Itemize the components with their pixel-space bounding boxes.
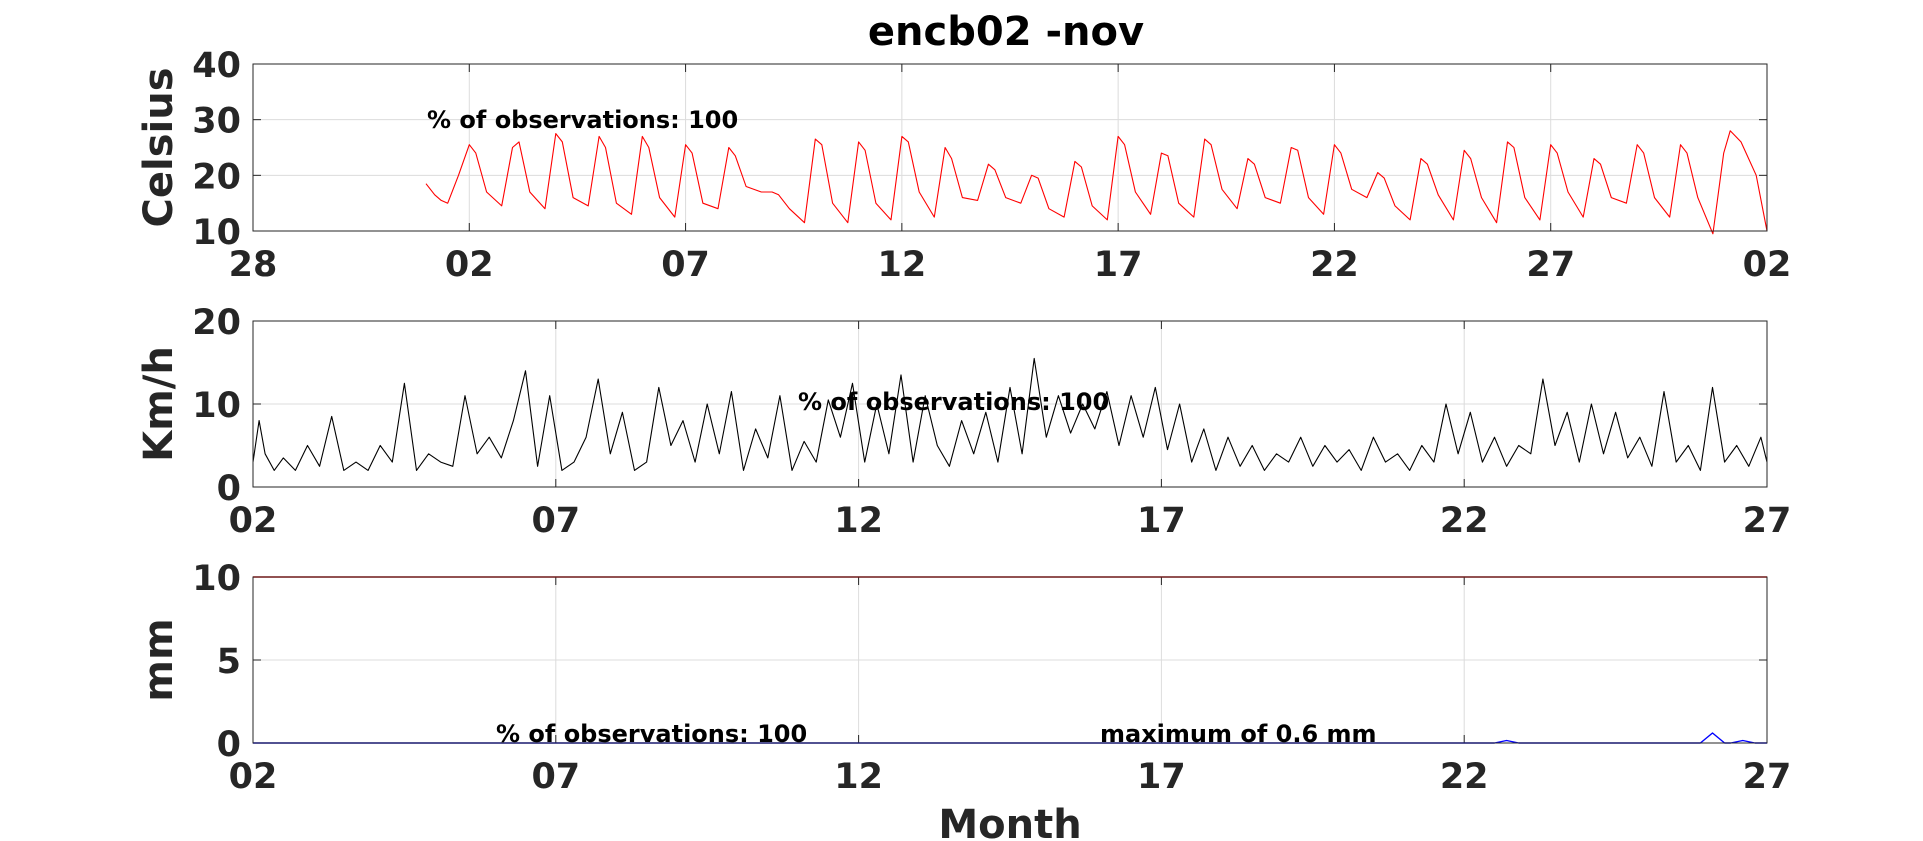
y-axis-label: mm <box>136 618 182 701</box>
series-line-1 <box>252 357 1768 471</box>
x-tick-label: 02 <box>229 757 278 797</box>
y-tick-label: 10 <box>192 559 241 599</box>
x-tick-label: 17 <box>1094 245 1143 285</box>
x-tick-label: 22 <box>1310 245 1359 285</box>
y-tick-label: 5 <box>217 642 241 682</box>
plot-area <box>253 64 1767 231</box>
y-tick-label: 0 <box>217 469 241 509</box>
y-tick-label: 30 <box>192 102 241 142</box>
y-tick-label: 40 <box>192 46 241 86</box>
x-tick-label: 17 <box>1137 757 1186 797</box>
x-tick-label: 02 <box>229 501 278 541</box>
y-tick-label: 10 <box>192 386 241 426</box>
series-line-1 <box>253 732 1767 744</box>
plot-frame <box>252 320 1768 488</box>
x-tick-label: 27 <box>1526 245 1575 285</box>
y-axis-label: Celsius <box>136 68 182 228</box>
annotation: % of observations: 100 <box>427 106 738 134</box>
x-tick-label: 17 <box>1137 501 1186 541</box>
plot-frame <box>252 576 1768 744</box>
figure-title: encb02 -nov <box>868 9 1144 55</box>
x-tick-label: 22 <box>1440 501 1489 541</box>
x-axis-label: Month <box>938 802 1081 841</box>
x-tick-label: 22 <box>1440 757 1489 797</box>
x-tick-label: 02 <box>1743 245 1792 285</box>
x-tick-label: 07 <box>531 501 580 541</box>
annotation: % of observations: 100 <box>496 720 807 748</box>
y-tick-label: 20 <box>192 303 241 343</box>
x-tick-label: 07 <box>531 757 580 797</box>
x-tick-label: 12 <box>834 501 883 541</box>
series-line-1 <box>425 130 1768 235</box>
y-tick-label: 0 <box>217 725 241 765</box>
x-tick-label: 07 <box>661 245 710 285</box>
x-tick-label: 28 <box>229 245 278 285</box>
x-tick-label: 27 <box>1743 757 1792 797</box>
x-tick-label: 02 <box>445 245 494 285</box>
y-tick-label: 20 <box>192 157 241 197</box>
y-axis-label: Km/h <box>136 346 182 462</box>
annotation: maximum of 0.6 mm <box>1100 720 1377 748</box>
y-tick-label: 10 <box>192 213 241 253</box>
plot-frame <box>252 63 1768 232</box>
annotation: % of observations: 100 <box>798 388 1109 416</box>
x-tick-label: 12 <box>877 245 926 285</box>
x-tick-label: 27 <box>1743 501 1792 541</box>
x-tick-label: 12 <box>834 757 883 797</box>
